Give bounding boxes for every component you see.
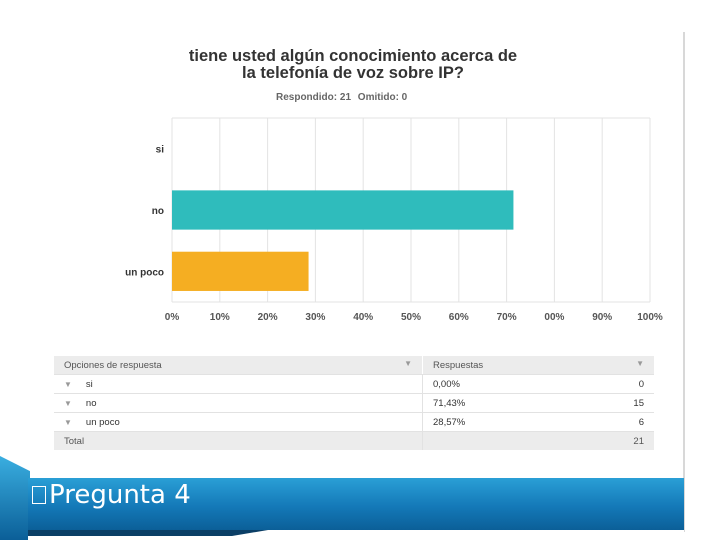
chart-title-line1: tiene usted algún conocimiento acerca de (188, 47, 518, 65)
table-row: ▼ un poco 28,57% 6 (54, 412, 654, 432)
tick-label: 60% (449, 312, 469, 323)
tick-label: 20% (258, 312, 278, 323)
total-value: 21 (533, 431, 654, 450)
footer-band (28, 478, 684, 530)
survey-screenshot: tiene usted algún conocimiento acerca de… (28, 32, 682, 532)
slide-label-text: Pregunta 4 (49, 480, 191, 510)
tick-label: 90% (592, 312, 612, 323)
footer-left-accent (0, 456, 30, 540)
chart-title: tiene usted algún conocimiento acerca de… (128, 48, 578, 82)
table-header-row: Opciones de respuesta ▼ Respuestas ▼ (54, 356, 654, 375)
bar-no (172, 190, 514, 230)
option-label: no (85, 397, 97, 409)
expand-arrow-icon[interactable]: ▼ (64, 417, 72, 427)
table-row: ▼ no 71,43% 15 (54, 393, 654, 413)
response-meta: Respondido: 21 Omitido: 0 (276, 92, 411, 103)
bar-chart: si no un poco 0% 10% 20% 30% 40% 50% 60% 70% 00% 90… (125, 117, 663, 323)
tick-label: 10% (210, 312, 230, 323)
tick-label: 00% (544, 312, 564, 323)
option-cell: ▼ no (54, 393, 423, 413)
option-cell: ▼ un poco (54, 412, 423, 432)
category-label: si (156, 145, 165, 156)
total-label: Total (54, 431, 423, 450)
category-label: un poco (125, 267, 164, 278)
category-label: no (152, 206, 164, 217)
total-row: Total 21 (54, 431, 654, 450)
option-label: un poco (85, 416, 120, 428)
tick-label: 40% (353, 312, 373, 323)
slide-edge (683, 32, 685, 532)
footer-bottom-strip (28, 530, 684, 540)
tick-label: 100% (637, 312, 663, 323)
header-options-label: Opciones de respuesta (64, 359, 162, 371)
chart-bars (172, 190, 514, 291)
slide-label: Pregunta 4 (32, 480, 191, 510)
header-options[interactable]: Opciones de respuesta ▼ (54, 356, 423, 375)
count-cell: 6 (533, 412, 654, 432)
square-bullet-icon (32, 486, 46, 504)
bar-un-poco (172, 251, 309, 291)
percent-cell: 28,57% (422, 412, 533, 432)
percent-cell: 71,43% (422, 393, 533, 413)
option-label: si (85, 378, 93, 390)
tick-label: 70% (497, 312, 517, 323)
tick-label: 50% (401, 312, 421, 323)
header-responses[interactable]: Respuestas ▼ (422, 356, 654, 375)
count-cell: 0 (533, 374, 654, 394)
sort-down-icon[interactable]: ▼ (404, 359, 412, 368)
percent-cell: 0,00% (422, 374, 533, 394)
answered-count: Respondido: 21 (276, 92, 352, 103)
skipped-count: Omitido: 0 (357, 92, 408, 103)
tick-label: 0% (165, 312, 180, 323)
expand-arrow-icon[interactable]: ▼ (64, 379, 72, 389)
expand-arrow-icon[interactable]: ▼ (64, 398, 72, 408)
header-responses-label: Respuestas (433, 359, 484, 371)
tick-label: 30% (305, 312, 325, 323)
option-cell: ▼ si (54, 374, 423, 394)
total-spacer (422, 431, 533, 450)
sort-down-icon[interactable]: ▼ (636, 359, 644, 368)
response-table: Opciones de respuesta ▼ Respuestas ▼ ▼ si… (54, 356, 654, 450)
chart-title-line2: la telefonía de voz sobre IP? (242, 64, 464, 82)
count-cell: 15 (533, 393, 654, 413)
table-row: ▼ si 0,00% 0 (54, 374, 654, 394)
category-labels: si no un poco (125, 145, 164, 279)
tick-labels: 0% 10% 20% 30% 40% 50% 60% 70% 00% 90% 100% (165, 312, 663, 323)
